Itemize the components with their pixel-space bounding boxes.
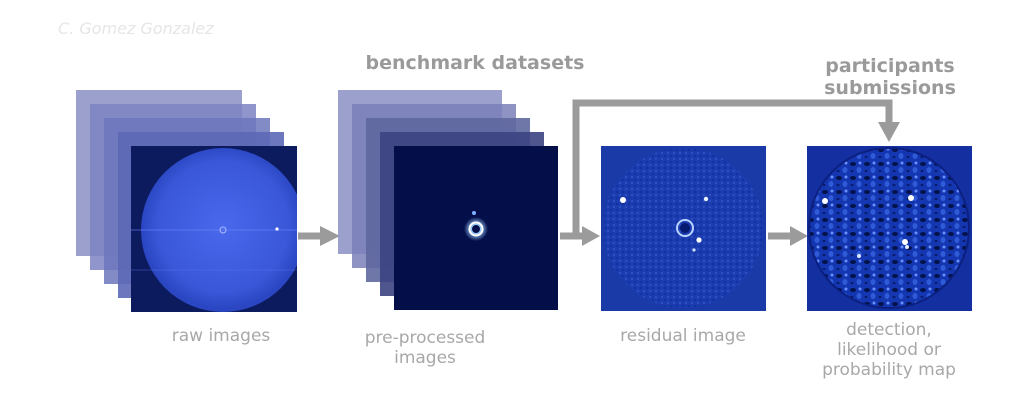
heading-participants-submissions: participants submissions	[810, 55, 970, 99]
caption-preprocessed-line1: pre-processed	[364, 328, 486, 348]
caption-preprocessed-line2: images	[394, 348, 456, 368]
arrow-submissions-bypass	[572, 99, 900, 236]
heading-benchmark-datasets: benchmark datasets	[365, 52, 585, 74]
author-credit: C. Gomez Gonzalez	[58, 19, 214, 38]
caption-residual-image: residual image	[620, 326, 746, 346]
preprocessed-image-panel	[394, 146, 558, 310]
heading-participants-line2: submissions	[824, 77, 956, 99]
raw-image-panel	[131, 146, 297, 312]
caption-detection-line3: probability map	[822, 360, 956, 380]
heading-participants-line1: participants	[825, 55, 955, 77]
arrow-residual-to-detection	[768, 226, 808, 246]
caption-detection-map: detection, likelihood or probability map	[804, 320, 974, 380]
arrow-preprocessed-to-residual	[560, 226, 600, 246]
caption-preprocessed-images: pre-processed images	[340, 328, 510, 368]
caption-raw-images: raw images	[171, 326, 271, 346]
caption-detection-line2: likelihood or	[837, 340, 941, 360]
residual-image-panel	[601, 146, 766, 311]
detection-map-panel	[807, 146, 972, 311]
caption-detection-line1: detection,	[846, 320, 932, 340]
